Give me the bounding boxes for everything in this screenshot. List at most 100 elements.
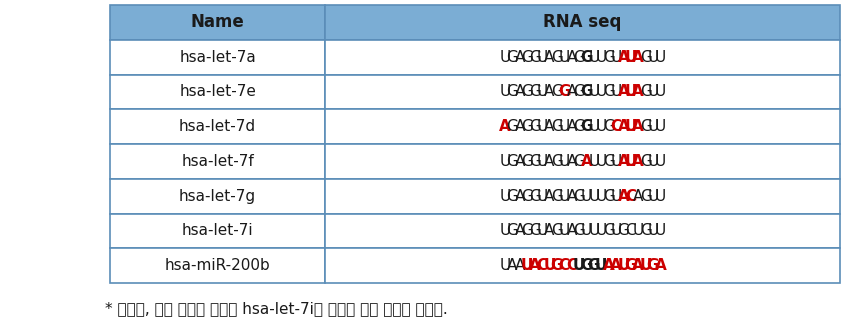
Text: G: G <box>618 223 630 239</box>
Text: U: U <box>537 154 548 169</box>
Text: hsa-miR-200b: hsa-miR-200b <box>164 258 271 273</box>
Text: U: U <box>654 50 666 65</box>
Text: G: G <box>551 119 562 134</box>
Text: U: U <box>559 189 570 204</box>
Text: G: G <box>506 119 518 134</box>
Text: C: C <box>610 119 622 134</box>
Text: A: A <box>515 189 525 204</box>
Text: G: G <box>558 84 571 99</box>
Text: U: U <box>588 189 600 204</box>
Text: G: G <box>640 119 652 134</box>
Bar <box>325 248 840 283</box>
Text: U: U <box>559 223 570 239</box>
Text: U: U <box>648 223 659 239</box>
Text: A: A <box>499 119 511 134</box>
Text: G: G <box>640 154 652 169</box>
Bar <box>325 40 840 74</box>
Text: U: U <box>625 50 637 65</box>
Text: G: G <box>640 189 652 204</box>
Text: U: U <box>499 84 510 99</box>
Text: hsa-let-7g: hsa-let-7g <box>179 189 256 204</box>
Text: U: U <box>499 189 510 204</box>
Text: A: A <box>529 258 540 273</box>
Text: U: U <box>610 154 622 169</box>
Text: U: U <box>654 223 666 239</box>
Text: U: U <box>544 258 556 273</box>
Text: C: C <box>559 258 570 273</box>
Text: G: G <box>602 154 614 169</box>
Text: G: G <box>550 258 563 273</box>
Text: G: G <box>506 223 518 239</box>
Text: U: U <box>559 50 570 65</box>
Text: A: A <box>633 189 643 204</box>
Text: A: A <box>507 258 517 273</box>
Bar <box>325 144 840 179</box>
Bar <box>325 5 840 40</box>
Text: G: G <box>573 223 585 239</box>
Text: G: G <box>521 223 533 239</box>
Text: hsa-let-7a: hsa-let-7a <box>179 50 256 65</box>
Text: U: U <box>648 84 659 99</box>
Text: hsa-let-7f: hsa-let-7f <box>181 154 254 169</box>
Text: hsa-let-7d: hsa-let-7d <box>179 119 256 134</box>
Text: U: U <box>654 119 666 134</box>
Text: U: U <box>499 154 510 169</box>
Text: A: A <box>567 223 577 239</box>
Text: A: A <box>618 50 630 65</box>
Text: U: U <box>595 258 607 273</box>
Text: U: U <box>588 84 600 99</box>
Bar <box>325 213 840 248</box>
Text: A: A <box>567 154 577 169</box>
Text: A: A <box>567 119 577 134</box>
Text: U: U <box>648 189 659 204</box>
Text: G: G <box>647 258 659 273</box>
Bar <box>325 109 840 144</box>
Text: G: G <box>602 84 614 99</box>
Bar <box>110 74 325 109</box>
Text: hsa-let-7i: hsa-let-7i <box>181 223 254 239</box>
Text: A: A <box>567 50 577 65</box>
Text: G: G <box>640 223 652 239</box>
Text: G: G <box>573 50 585 65</box>
Text: A: A <box>515 223 525 239</box>
Text: U: U <box>625 154 637 169</box>
Text: G: G <box>506 189 518 204</box>
Text: Name: Name <box>191 13 245 31</box>
Text: U: U <box>632 223 644 239</box>
Text: G: G <box>551 50 562 65</box>
Text: A: A <box>618 84 630 99</box>
Bar <box>110 40 325 74</box>
Text: A: A <box>632 84 644 99</box>
Text: A: A <box>567 189 577 204</box>
Text: U: U <box>610 223 622 239</box>
Text: C: C <box>625 223 636 239</box>
Bar <box>325 74 840 109</box>
Text: G: G <box>521 84 533 99</box>
Text: U: U <box>537 84 548 99</box>
Text: U: U <box>596 119 607 134</box>
Text: U: U <box>610 189 622 204</box>
Text: G: G <box>528 84 540 99</box>
Text: A: A <box>515 154 525 169</box>
Text: A: A <box>544 84 555 99</box>
Text: U: U <box>610 50 622 65</box>
Text: G: G <box>580 119 593 134</box>
Text: G: G <box>551 189 562 204</box>
Text: A: A <box>632 50 644 65</box>
Text: U: U <box>521 258 533 273</box>
Text: G: G <box>551 84 562 99</box>
Text: G: G <box>602 189 614 204</box>
Text: A: A <box>632 258 644 273</box>
Text: G: G <box>528 119 540 134</box>
Text: G: G <box>573 119 585 134</box>
Text: A: A <box>618 189 630 204</box>
Text: G: G <box>521 154 533 169</box>
Text: A: A <box>544 119 555 134</box>
Text: A: A <box>567 84 577 99</box>
Text: U: U <box>596 84 607 99</box>
Text: A: A <box>515 119 525 134</box>
Text: G: G <box>528 189 540 204</box>
Text: U: U <box>537 50 548 65</box>
Text: A: A <box>618 154 630 169</box>
Text: G: G <box>602 50 614 65</box>
